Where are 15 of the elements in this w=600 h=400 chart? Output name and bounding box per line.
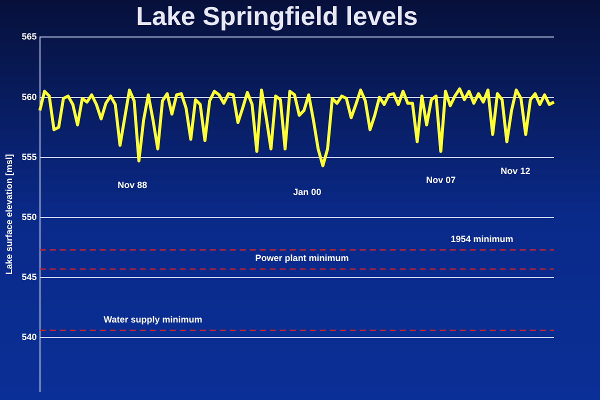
y-tick-label: 560 (22, 92, 37, 102)
ref-line-label: Water supply minimum (104, 314, 202, 324)
y-tick-label: 545 (22, 272, 37, 282)
y-axis-title: Lake surface elevation [msl] (4, 154, 14, 275)
annotation: Nov 88 (118, 180, 148, 190)
ref-line-label: 1954 minimum (450, 234, 514, 244)
annotation: Nov 12 (500, 166, 530, 176)
y-tick-label: 540 (22, 332, 37, 342)
annotation: Jan 00 (293, 187, 322, 198)
y-tick-label: 565 (22, 32, 37, 42)
y-tick-label: 555 (22, 152, 37, 162)
annotation: Nov 07 (426, 174, 456, 185)
ref-line-label: Power plant minimum (255, 253, 349, 264)
y-tick-label: 550 (22, 212, 37, 222)
chart-title: Lake Springfield levels (136, 0, 418, 31)
